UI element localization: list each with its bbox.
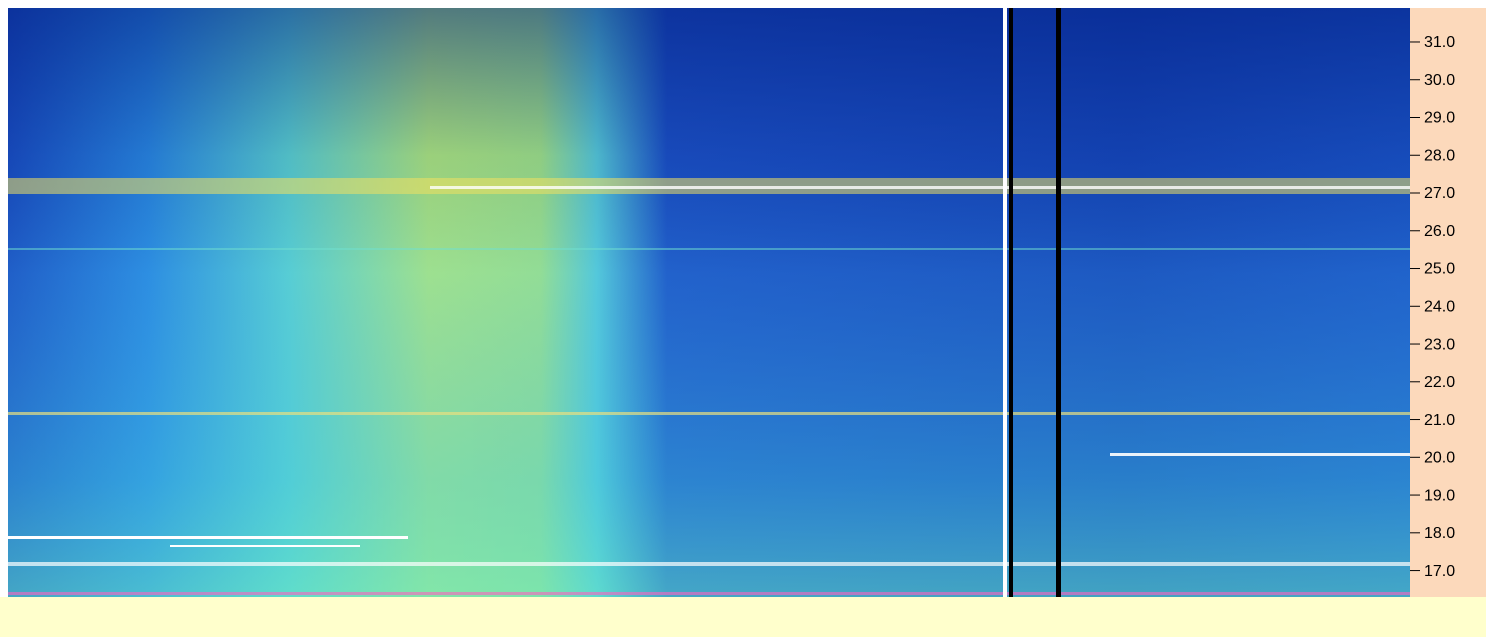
y-tick-label: 17.0 <box>1424 563 1455 580</box>
y-tick-label: 24.0 <box>1424 298 1455 315</box>
y-tick-label: 23.0 <box>1424 336 1455 353</box>
y-tick-label: 28.0 <box>1424 147 1455 164</box>
axis-panel <box>1410 8 1486 597</box>
y-tick-label: 20.0 <box>1424 450 1455 467</box>
marker-line <box>1003 8 1007 597</box>
y-tick-label: 19.0 <box>1424 487 1455 504</box>
band <box>170 545 360 547</box>
y-axis: 17.0 18.0 19.0 20.0 21.0 22.0 23.0 24.0 25.0 26.0… <box>1410 34 1455 580</box>
band <box>1110 453 1410 456</box>
band <box>8 248 1410 250</box>
y-tick-label: 29.0 <box>1424 110 1455 127</box>
band <box>8 536 408 539</box>
y-tick-label: 31.0 <box>1424 34 1455 51</box>
status-bar <box>0 597 1486 637</box>
y-tick-label: 27.0 <box>1424 185 1455 202</box>
y-tick-label: 18.0 <box>1424 525 1455 542</box>
band <box>430 186 1410 189</box>
spectrogram-shading <box>8 8 1410 597</box>
marker-line <box>1056 8 1061 597</box>
y-tick-label: 21.0 <box>1424 412 1455 429</box>
band <box>8 562 1410 566</box>
y-tick-label: 30.0 <box>1424 72 1455 89</box>
y-tick-label: 25.0 <box>1424 261 1455 278</box>
y-tick-label: 26.0 <box>1424 223 1455 240</box>
band <box>8 592 1410 595</box>
band <box>8 412 1410 415</box>
marker-line <box>1009 8 1013 597</box>
y-tick-label: 22.0 <box>1424 374 1455 391</box>
